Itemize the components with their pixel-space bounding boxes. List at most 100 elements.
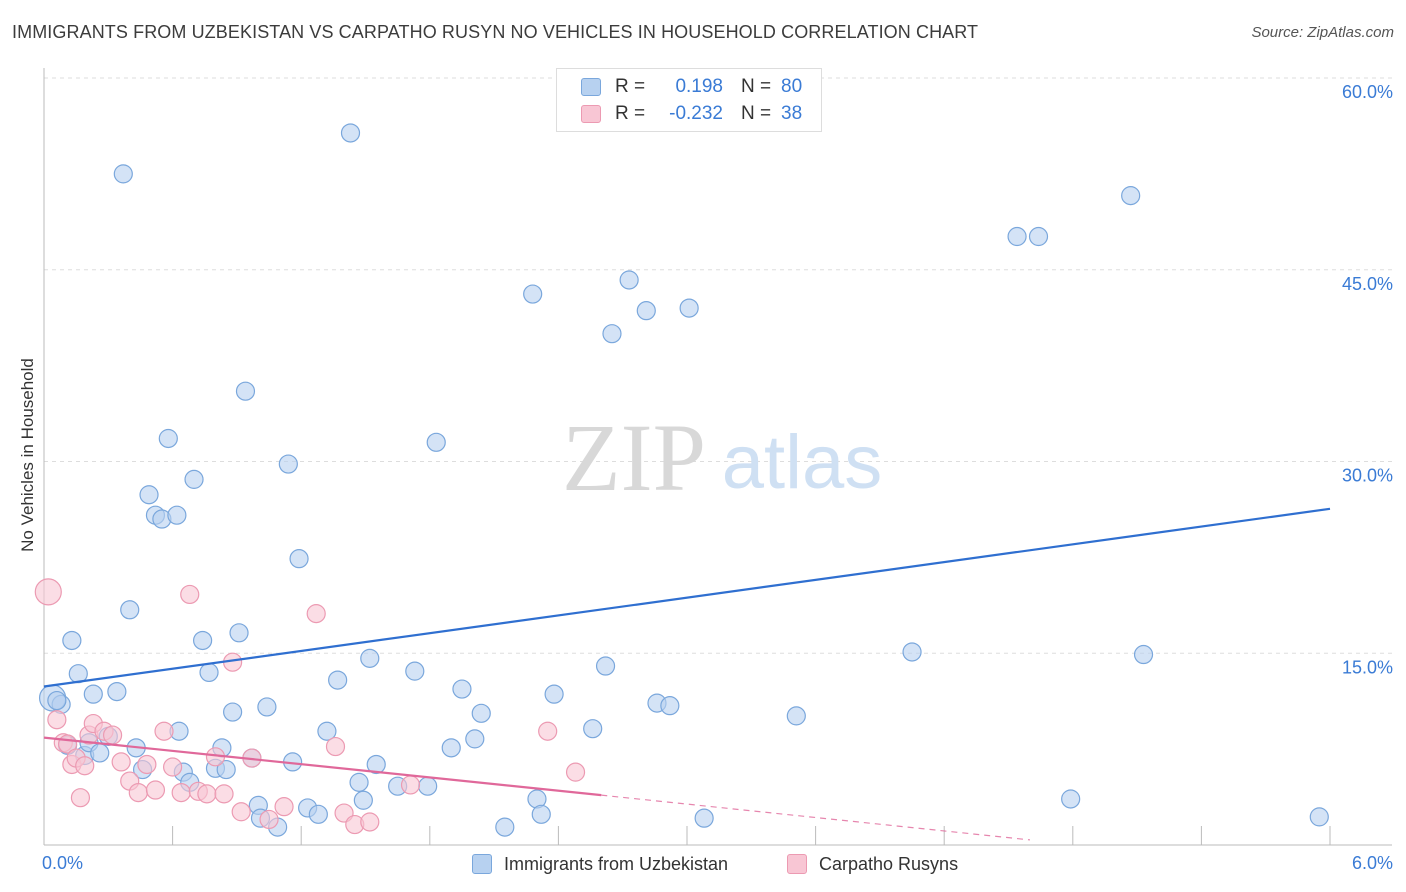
data-point bbox=[636, 301, 656, 321]
x-tick-label: 6.0% bbox=[1352, 853, 1393, 873]
data-point bbox=[163, 757, 183, 777]
legend-n-label: N = bbox=[741, 76, 772, 97]
data-point bbox=[171, 782, 191, 803]
data-point bbox=[274, 797, 294, 817]
data-point bbox=[139, 485, 159, 505]
legend-swatch-blue bbox=[581, 78, 601, 96]
data-point bbox=[197, 784, 217, 804]
data-point bbox=[158, 428, 178, 449]
data-point bbox=[145, 780, 166, 800]
data-point bbox=[167, 505, 187, 525]
data-point bbox=[306, 604, 326, 624]
tick-labels: 15.0% 30.0% 45.0% 60.0% 0.0% 6.0% bbox=[42, 82, 1393, 873]
data-point bbox=[308, 804, 328, 824]
data-point bbox=[62, 630, 82, 651]
data-point bbox=[418, 776, 438, 796]
data-point bbox=[602, 324, 622, 344]
chart-title: IMMIGRANTS FROM UZBEKISTAN VS CARPATHO R… bbox=[12, 22, 979, 42]
data-point bbox=[400, 775, 421, 795]
y-tick-label: 45.0% bbox=[1342, 274, 1393, 294]
data-point bbox=[366, 754, 386, 775]
y-tick-label: 15.0% bbox=[1342, 657, 1393, 677]
legend-row-rusyns: R = -0.232 N = 38 bbox=[581, 101, 802, 127]
legend-r-value: 0.198 bbox=[675, 76, 723, 97]
data-point bbox=[107, 681, 127, 702]
data-point bbox=[679, 298, 699, 318]
trend-lines bbox=[43, 507, 1331, 841]
data-point bbox=[619, 270, 639, 290]
data-point bbox=[113, 164, 133, 184]
chart-source: Source: ZipAtlas.com bbox=[1251, 24, 1394, 41]
bottom-legend-swatch-pink bbox=[787, 854, 807, 874]
data-point bbox=[34, 578, 62, 606]
data-point bbox=[786, 706, 806, 726]
data-point bbox=[360, 812, 380, 832]
data-point bbox=[583, 719, 603, 739]
legend-swatch-pink bbox=[581, 105, 601, 123]
data-point bbox=[257, 697, 277, 717]
trend-line-uzbekistan bbox=[43, 507, 1331, 688]
data-point bbox=[47, 690, 67, 711]
data-point bbox=[495, 817, 515, 837]
bottom-legend-label: Carpatho Rusyns bbox=[819, 853, 959, 874]
data-point bbox=[531, 804, 551, 824]
watermark-atlas: atlas bbox=[722, 420, 883, 505]
data-point bbox=[231, 802, 251, 822]
data-point bbox=[595, 656, 616, 676]
data-point bbox=[544, 684, 564, 704]
data-point bbox=[902, 642, 922, 662]
watermark-zip: ZIP bbox=[562, 404, 706, 511]
legend-n-value: 80 bbox=[781, 76, 803, 97]
data-point bbox=[137, 754, 157, 775]
data-point bbox=[90, 743, 110, 763]
data-point bbox=[278, 454, 298, 474]
data-point bbox=[120, 600, 140, 620]
data-point bbox=[83, 684, 103, 704]
data-point bbox=[70, 788, 91, 808]
data-point bbox=[75, 756, 95, 776]
bottom-legend-uzbekistan: Immigrants from Uzbekistan bbox=[472, 852, 728, 876]
grid-lines bbox=[44, 77, 1392, 654]
legend-r-value: -0.232 bbox=[669, 103, 723, 124]
series-carpatho-rusyns bbox=[34, 578, 586, 835]
data-point bbox=[128, 782, 148, 803]
data-point bbox=[1061, 789, 1081, 809]
data-point bbox=[229, 623, 249, 643]
data-point bbox=[216, 759, 236, 780]
data-point bbox=[405, 661, 425, 681]
data-point bbox=[660, 696, 680, 716]
data-point bbox=[180, 584, 200, 605]
data-point bbox=[523, 284, 543, 304]
legend-n-label: N = bbox=[741, 103, 772, 124]
data-point bbox=[565, 762, 586, 782]
x-tick-label: 0.0% bbox=[42, 853, 83, 873]
data-point bbox=[1028, 226, 1049, 247]
data-point bbox=[289, 549, 309, 569]
data-point bbox=[111, 752, 131, 772]
axes bbox=[43, 68, 1392, 846]
y-tick-label: 60.0% bbox=[1342, 82, 1393, 102]
y-tick-label: 30.0% bbox=[1342, 466, 1393, 486]
data-point bbox=[360, 648, 380, 668]
y-axis-label: No Vehicles in Household bbox=[18, 358, 37, 552]
legend-r-label: R = bbox=[615, 103, 646, 124]
trend-line-rusyns bbox=[43, 736, 602, 797]
data-point bbox=[426, 432, 446, 452]
data-point bbox=[328, 670, 348, 690]
data-point bbox=[193, 630, 213, 651]
data-point bbox=[259, 809, 279, 830]
data-point bbox=[223, 702, 243, 722]
correlation-legend: R = 0.198 N = 80 R = -0.232 N = 38 bbox=[556, 68, 822, 132]
data-point bbox=[694, 808, 714, 828]
data-point bbox=[317, 721, 337, 741]
legend-n-value: 38 bbox=[781, 103, 803, 124]
data-point bbox=[235, 381, 256, 401]
data-point bbox=[1007, 226, 1027, 247]
data-point bbox=[47, 710, 67, 730]
data-point bbox=[538, 721, 558, 741]
data-point bbox=[102, 725, 123, 745]
data-point bbox=[353, 790, 373, 810]
data-point bbox=[184, 469, 204, 489]
legend-r-label: R = bbox=[615, 76, 646, 97]
data-point bbox=[349, 772, 369, 792]
